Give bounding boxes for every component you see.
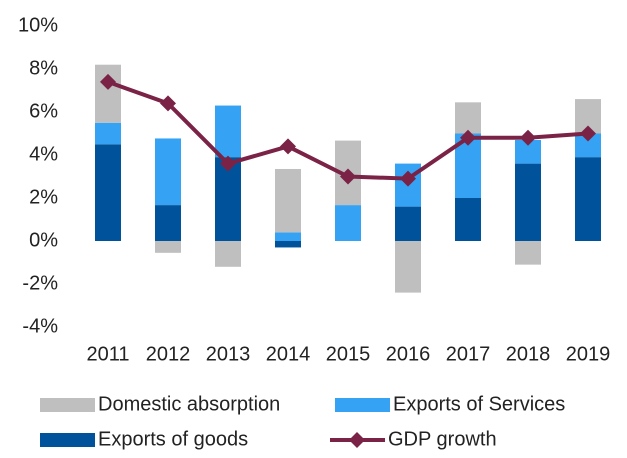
y-tick-label: 2% (29, 186, 58, 208)
bar (515, 139, 541, 164)
line-marker (400, 170, 416, 187)
bar (215, 105, 241, 158)
x-tick-label: 2011 (86, 343, 129, 365)
x-tick-label: 2014 (266, 343, 311, 365)
bar (215, 241, 241, 267)
bar (575, 157, 601, 241)
legend-swatch (335, 398, 390, 412)
legend-label: GDP growth (388, 428, 497, 450)
y-tick-label: 10% (18, 14, 58, 36)
x-tick-label: 2012 (146, 343, 191, 365)
line-marker (160, 95, 176, 112)
x-tick-label: 2013 (206, 343, 251, 365)
bar (455, 102, 481, 134)
line-marker (340, 168, 356, 185)
line-marker (280, 138, 296, 155)
legend-label: Domestic absorption (98, 393, 280, 415)
y-tick-label: 8% (29, 57, 58, 79)
bar (95, 144, 121, 241)
line-marker (220, 155, 236, 172)
x-tick-label: 2017 (446, 343, 491, 365)
bar (395, 241, 421, 293)
bar (395, 206, 421, 241)
bar (455, 198, 481, 241)
y-tick-label: 0% (29, 229, 58, 251)
line-marker (100, 73, 116, 90)
y-tick-label: -2% (22, 272, 58, 294)
bar (515, 241, 541, 265)
bar (155, 241, 181, 253)
y-tick-label: 6% (29, 100, 58, 122)
bar (95, 122, 121, 145)
x-tick-label: 2015 (326, 343, 371, 365)
bar (515, 163, 541, 241)
legend-label: Exports of Services (393, 393, 565, 415)
x-tick-label: 2016 (386, 343, 431, 365)
x-tick-label: 2018 (506, 343, 551, 365)
bar (575, 133, 601, 158)
y-tick-label: -4% (22, 315, 58, 337)
bar (335, 205, 361, 241)
bar (275, 168, 301, 233)
bar (155, 205, 181, 241)
y-tick-label: 4% (29, 143, 58, 165)
line-marker (580, 125, 596, 142)
bar (275, 232, 301, 241)
line-marker (460, 129, 476, 146)
line-marker (520, 129, 536, 146)
bar (155, 138, 181, 206)
bar (275, 241, 301, 248)
bar (95, 64, 121, 123)
x-tick-label: 2019 (566, 343, 611, 365)
legend-swatch (40, 398, 95, 412)
legend-swatch (40, 433, 95, 447)
legend-label: Exports of goods (98, 428, 248, 450)
legend-marker (349, 432, 365, 448)
